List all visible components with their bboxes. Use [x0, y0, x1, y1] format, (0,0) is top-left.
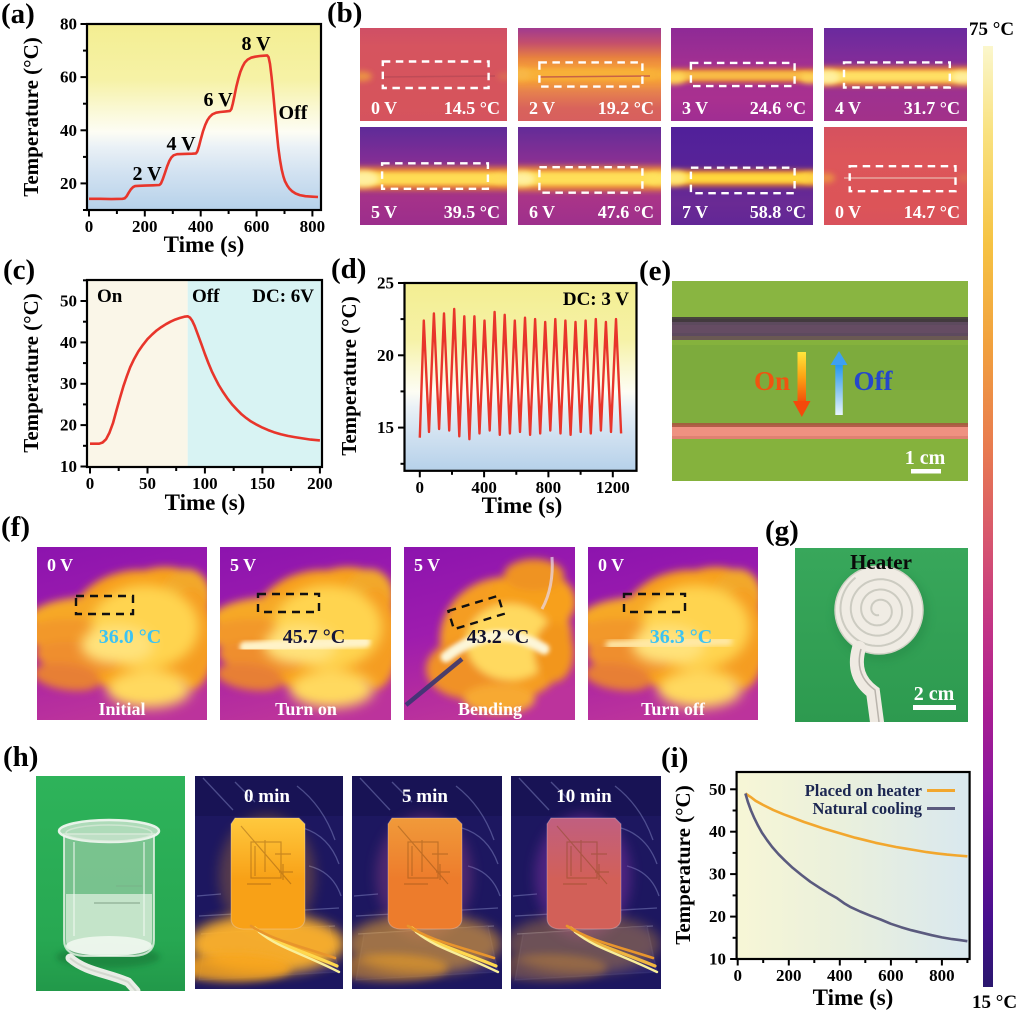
svg-text:2 V: 2 V	[132, 163, 162, 185]
svg-text:58.8 °C: 58.8 °C	[750, 202, 806, 222]
svg-text:5 V: 5 V	[371, 202, 397, 222]
svg-text:Temperature (°C): Temperature (°C)	[671, 785, 695, 944]
svg-text:400: 400	[471, 478, 497, 497]
svg-text:30: 30	[60, 374, 77, 393]
svg-text:4 V: 4 V	[835, 98, 861, 118]
svg-text:4 V: 4 V	[166, 133, 196, 155]
svg-text:DC: 6V: DC: 6V	[252, 286, 314, 307]
svg-text:Time (s): Time (s)	[813, 985, 894, 1010]
svg-text:50: 50	[139, 474, 156, 493]
svg-text:50: 50	[709, 780, 726, 799]
svg-text:20: 20	[377, 346, 394, 365]
svg-text:Temperature (°C): Temperature (°C)	[337, 296, 361, 455]
svg-text:0 V: 0 V	[835, 202, 861, 222]
svg-text:5 min: 5 min	[402, 786, 448, 807]
svg-text:6 V: 6 V	[203, 89, 233, 111]
svg-text:Turn on: Turn on	[275, 699, 337, 719]
svg-text:31.7 °C: 31.7 °C	[904, 98, 960, 118]
svg-text:400: 400	[827, 966, 853, 985]
svg-text:43.2 °C: 43.2 °C	[467, 626, 529, 648]
svg-text:150: 150	[250, 474, 276, 493]
svg-text:DC: 3 V: DC: 3 V	[563, 289, 629, 310]
svg-text:600: 600	[244, 217, 270, 236]
svg-text:0 V: 0 V	[371, 98, 397, 118]
svg-text:200: 200	[307, 474, 333, 493]
svg-text:25: 25	[377, 274, 394, 293]
svg-text:20: 20	[709, 907, 726, 926]
svg-text:20: 20	[60, 416, 77, 435]
svg-text:0 V: 0 V	[598, 555, 624, 575]
svg-text:On: On	[754, 366, 790, 396]
svg-text:0: 0	[733, 966, 742, 985]
svg-text:80: 80	[60, 15, 77, 34]
svg-text:400: 400	[188, 217, 214, 236]
svg-text:19.2 °C: 19.2 °C	[598, 98, 654, 118]
svg-text:Initial: Initial	[98, 699, 145, 719]
svg-text:30: 30	[709, 865, 726, 884]
svg-text:40: 40	[60, 333, 77, 352]
svg-text:800: 800	[536, 478, 562, 497]
svg-text:Natural cooling: Natural cooling	[812, 799, 922, 818]
svg-text:50: 50	[60, 292, 77, 311]
svg-text:Bending: Bending	[458, 699, 522, 719]
svg-text:60: 60	[60, 68, 77, 87]
svg-text:3 V: 3 V	[682, 98, 708, 118]
svg-text:100: 100	[192, 474, 218, 493]
svg-text:800: 800	[929, 966, 955, 985]
svg-text:40: 40	[709, 822, 726, 841]
svg-text:24.6 °C: 24.6 °C	[750, 98, 806, 118]
svg-text:10 min: 10 min	[556, 786, 612, 807]
svg-text:5 V: 5 V	[230, 555, 256, 575]
svg-text:10: 10	[60, 457, 77, 476]
svg-text:45.7 °C: 45.7 °C	[283, 626, 345, 648]
svg-text:36.0 °C: 36.0 °C	[99, 626, 161, 648]
svg-text:36.3 °C: 36.3 °C	[650, 626, 712, 648]
svg-text:0: 0	[416, 478, 425, 497]
svg-text:7 V: 7 V	[682, 202, 708, 222]
svg-text:40: 40	[60, 121, 77, 140]
svg-text:Temperature (°C): Temperature (°C)	[19, 37, 43, 196]
svg-text:800: 800	[300, 217, 326, 236]
svg-text:Placed on heater: Placed on heater	[805, 781, 922, 800]
svg-text:2 cm: 2 cm	[914, 683, 955, 705]
svg-text:47.6 °C: 47.6 °C	[598, 202, 654, 222]
svg-text:1200: 1200	[596, 478, 630, 497]
svg-text:Off: Off	[279, 102, 308, 124]
svg-text:14.7 °C: 14.7 °C	[904, 202, 960, 222]
svg-text:Off: Off	[192, 286, 220, 307]
svg-text:0 V: 0 V	[47, 555, 73, 575]
svg-text:Time (s): Time (s)	[164, 232, 245, 257]
svg-text:0 min: 0 min	[244, 786, 290, 807]
svg-text:2 V: 2 V	[529, 98, 555, 118]
svg-text:5 V: 5 V	[414, 555, 440, 575]
svg-text:Off: Off	[854, 366, 894, 396]
svg-text:200: 200	[776, 966, 802, 985]
svg-text:200: 200	[132, 217, 158, 236]
svg-text:Time (s): Time (s)	[165, 490, 246, 515]
svg-text:6 V: 6 V	[529, 202, 555, 222]
svg-text:1 cm: 1 cm	[905, 447, 946, 469]
svg-text:15: 15	[377, 418, 394, 437]
svg-text:20: 20	[60, 174, 77, 193]
svg-text:0: 0	[85, 217, 94, 236]
svg-text:Time (s): Time (s)	[482, 493, 563, 518]
svg-text:0: 0	[86, 474, 95, 493]
svg-text:Turn off: Turn off	[641, 699, 706, 719]
svg-text:Temperature (°C): Temperature (°C)	[19, 293, 43, 452]
svg-text:8 V: 8 V	[241, 33, 271, 55]
svg-text:39.5 °C: 39.5 °C	[444, 202, 500, 222]
svg-text:Heater: Heater	[850, 550, 912, 574]
svg-text:10: 10	[709, 950, 726, 969]
svg-text:14.5 °C: 14.5 °C	[444, 98, 500, 118]
svg-text:On: On	[97, 286, 123, 307]
svg-text:600: 600	[878, 966, 904, 985]
